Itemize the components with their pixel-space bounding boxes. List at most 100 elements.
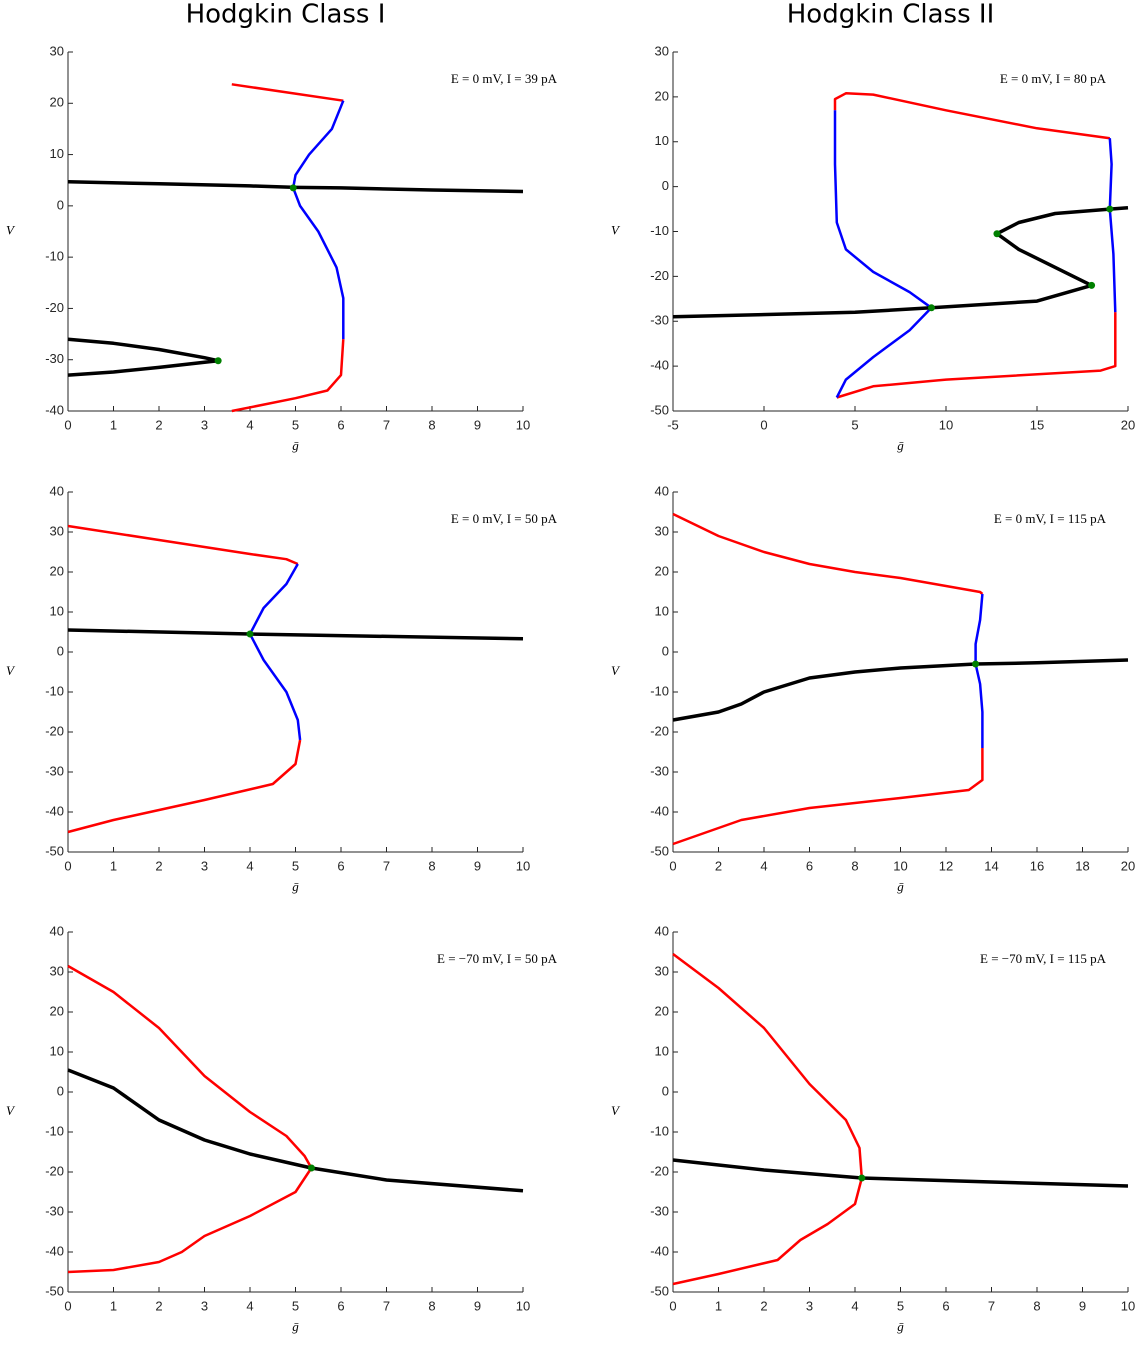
x-axis-label: ḡ — [292, 438, 299, 453]
x-tick-label: -5 — [667, 417, 679, 432]
x-tick-label: 9 — [1079, 1298, 1086, 1313]
y-tick-label: 20 — [655, 563, 669, 578]
y-tick-label: -30 — [45, 1203, 64, 1218]
y-tick-label: 10 — [50, 1043, 64, 1058]
curve — [672, 748, 984, 846]
y-tick-label: -30 — [650, 1203, 669, 1218]
x-tick-label: 6 — [337, 417, 344, 432]
curve — [231, 339, 345, 413]
x-axis-label: ḡ — [897, 438, 904, 453]
y-tick-label: -30 — [45, 351, 64, 366]
y-tick-label: -20 — [650, 268, 669, 283]
x-tick-label: 8 — [428, 1298, 435, 1313]
y-tick-label: -40 — [650, 358, 669, 373]
y-tick-label: 10 — [655, 603, 669, 618]
equilibrium-point — [214, 357, 222, 365]
y-tick-label: 30 — [655, 963, 669, 978]
curve — [836, 312, 1117, 399]
y-tick-label: -20 — [45, 723, 64, 738]
y-tick-label: 30 — [50, 963, 64, 978]
y-tick-label: 30 — [50, 43, 64, 58]
curve — [67, 739, 302, 834]
x-tick-label: 9 — [474, 858, 481, 873]
y-tick-label: 0 — [57, 643, 64, 658]
x-tick-label: 7 — [383, 417, 390, 432]
curve — [67, 1068, 524, 1193]
curve — [672, 1158, 1129, 1188]
x-tick-label: 8 — [428, 858, 435, 873]
x-axis-label: ḡ — [897, 879, 904, 894]
y-tick-label: -10 — [650, 223, 669, 238]
x-tick-label: 4 — [246, 417, 253, 432]
y-tick-label: 20 — [655, 1003, 669, 1018]
equilibrium-point — [1088, 281, 1096, 289]
x-tick-label: 15 — [1030, 417, 1044, 432]
x-tick-label: 0 — [64, 1298, 71, 1313]
y-tick-label: 30 — [655, 43, 669, 58]
x-tick-label: 0 — [64, 858, 71, 873]
x-tick-label: 7 — [383, 858, 390, 873]
curve — [672, 512, 984, 595]
curve — [833, 110, 933, 399]
y-tick-label: -40 — [45, 1243, 64, 1258]
curve — [291, 100, 345, 340]
column-title: Hodgkin Class II — [787, 0, 995, 30]
x-tick-label: 6 — [942, 1298, 949, 1313]
x-tick-label: 10 — [516, 417, 530, 432]
curve — [67, 524, 299, 566]
curve — [974, 593, 984, 748]
y-tick-label: 0 — [662, 178, 669, 193]
x-tick-label: 0 — [64, 417, 71, 432]
y-axis-label: V — [611, 1103, 621, 1118]
x-tick-label: 20 — [1121, 417, 1135, 432]
y-tick-label: 0 — [57, 1083, 64, 1098]
x-tick-label: 9 — [474, 417, 481, 432]
x-tick-label: 1 — [110, 417, 117, 432]
curve — [231, 83, 344, 102]
y-tick-label: -10 — [45, 249, 64, 264]
y-tick-label: -50 — [650, 402, 669, 417]
y-tick-label: 0 — [662, 1083, 669, 1098]
equilibrium-point — [972, 660, 980, 668]
y-tick-label: 20 — [655, 88, 669, 103]
y-tick-label: 40 — [50, 923, 64, 938]
x-tick-label: 2 — [155, 1298, 162, 1313]
y-tick-label: 20 — [50, 1003, 64, 1018]
x-tick-label: 6 — [337, 1298, 344, 1313]
y-tick-label: 30 — [655, 523, 669, 538]
y-tick-label: 40 — [50, 483, 64, 498]
annotation: E = 0 mV, I = 115 pA — [994, 511, 1107, 526]
y-tick-label: -50 — [650, 1283, 669, 1298]
x-tick-label: 10 — [939, 417, 953, 432]
curve — [672, 658, 1129, 722]
y-tick-label: -40 — [650, 803, 669, 818]
y-axis-label: V — [611, 222, 621, 237]
curve — [672, 205, 1129, 319]
x-tick-label: 14 — [984, 858, 998, 873]
x-tick-label: 4 — [246, 1298, 253, 1313]
x-tick-label: 4 — [246, 858, 253, 873]
y-tick-label: -10 — [650, 1123, 669, 1138]
curve — [672, 1177, 864, 1286]
x-tick-label: 8 — [428, 417, 435, 432]
x-tick-label: 16 — [1030, 858, 1044, 873]
y-axis-label: V — [6, 663, 16, 678]
curve — [833, 92, 1110, 140]
y-tick-label: 10 — [655, 1043, 669, 1058]
y-tick-label: 10 — [50, 603, 64, 618]
x-tick-label: 7 — [383, 1298, 390, 1313]
y-tick-label: 10 — [50, 146, 64, 161]
x-tick-label: 10 — [516, 858, 530, 873]
y-tick-label: -20 — [45, 1163, 64, 1178]
x-tick-label: 9 — [474, 1298, 481, 1313]
x-tick-label: 5 — [292, 1298, 299, 1313]
y-axis-label: V — [6, 1103, 16, 1118]
x-tick-label: 4 — [760, 858, 767, 873]
x-tick-label: 20 — [1121, 858, 1135, 873]
x-tick-label: 6 — [806, 858, 813, 873]
annotation: E = −70 mV, I = 50 pA — [437, 951, 558, 966]
y-tick-label: -10 — [45, 1123, 64, 1138]
x-tick-label: 5 — [897, 1298, 904, 1313]
column-title: Hodgkin Class I — [186, 0, 386, 30]
x-tick-label: 3 — [201, 1298, 208, 1313]
